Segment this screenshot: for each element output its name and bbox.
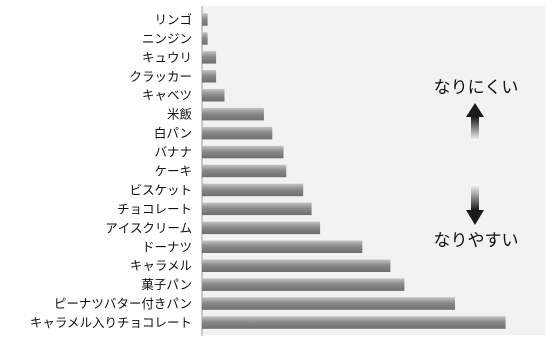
category-label: ケーキ [154,164,192,179]
category-label: ビスケット [129,182,192,197]
bar [202,107,264,121]
category-label: 白パン [154,126,192,141]
category-label: キュウリ [142,50,192,65]
bar [202,259,391,272]
bar [202,183,304,197]
category-label: バナナ [154,145,192,160]
bars-layer [202,13,506,329]
bar [202,240,363,253]
bar [202,126,273,140]
category-label: キャラメル [130,258,192,273]
bar [202,221,321,235]
bar [202,70,217,83]
category-label: 米飯 [167,107,193,122]
category-label: キャベツ [142,88,192,103]
bar [202,297,455,310]
bar [202,51,217,64]
bar [202,89,225,102]
bar [202,278,405,291]
bar [202,32,208,45]
annotation-top-label: なりにくい [434,78,519,98]
category-labels: リンゴニンジンキュウリクラッカーキャベツ米飯白パンバナナケーキビスケットチョコレ… [30,12,193,330]
category-label: 菓子パン [141,277,192,292]
annotation-bottom-label: なりやすい [434,231,519,251]
bar [202,145,284,159]
category-label: アイスクリーム [105,220,192,235]
category-label: クラッカー [129,69,192,84]
category-label: リンゴ [154,12,192,27]
bar [202,202,312,216]
bar [202,316,506,329]
bar [202,13,208,26]
category-label: キャラメル入りチョコレート [30,315,192,330]
category-label: ドーナツ [142,239,192,254]
up-arrow-icon [466,103,484,141]
category-label: ニンジン [142,31,192,46]
category-label: チョコレート [117,201,192,216]
category-label: ピーナツバター付きパン [54,296,192,311]
bar [202,164,287,178]
down-arrow-icon [466,184,484,225]
